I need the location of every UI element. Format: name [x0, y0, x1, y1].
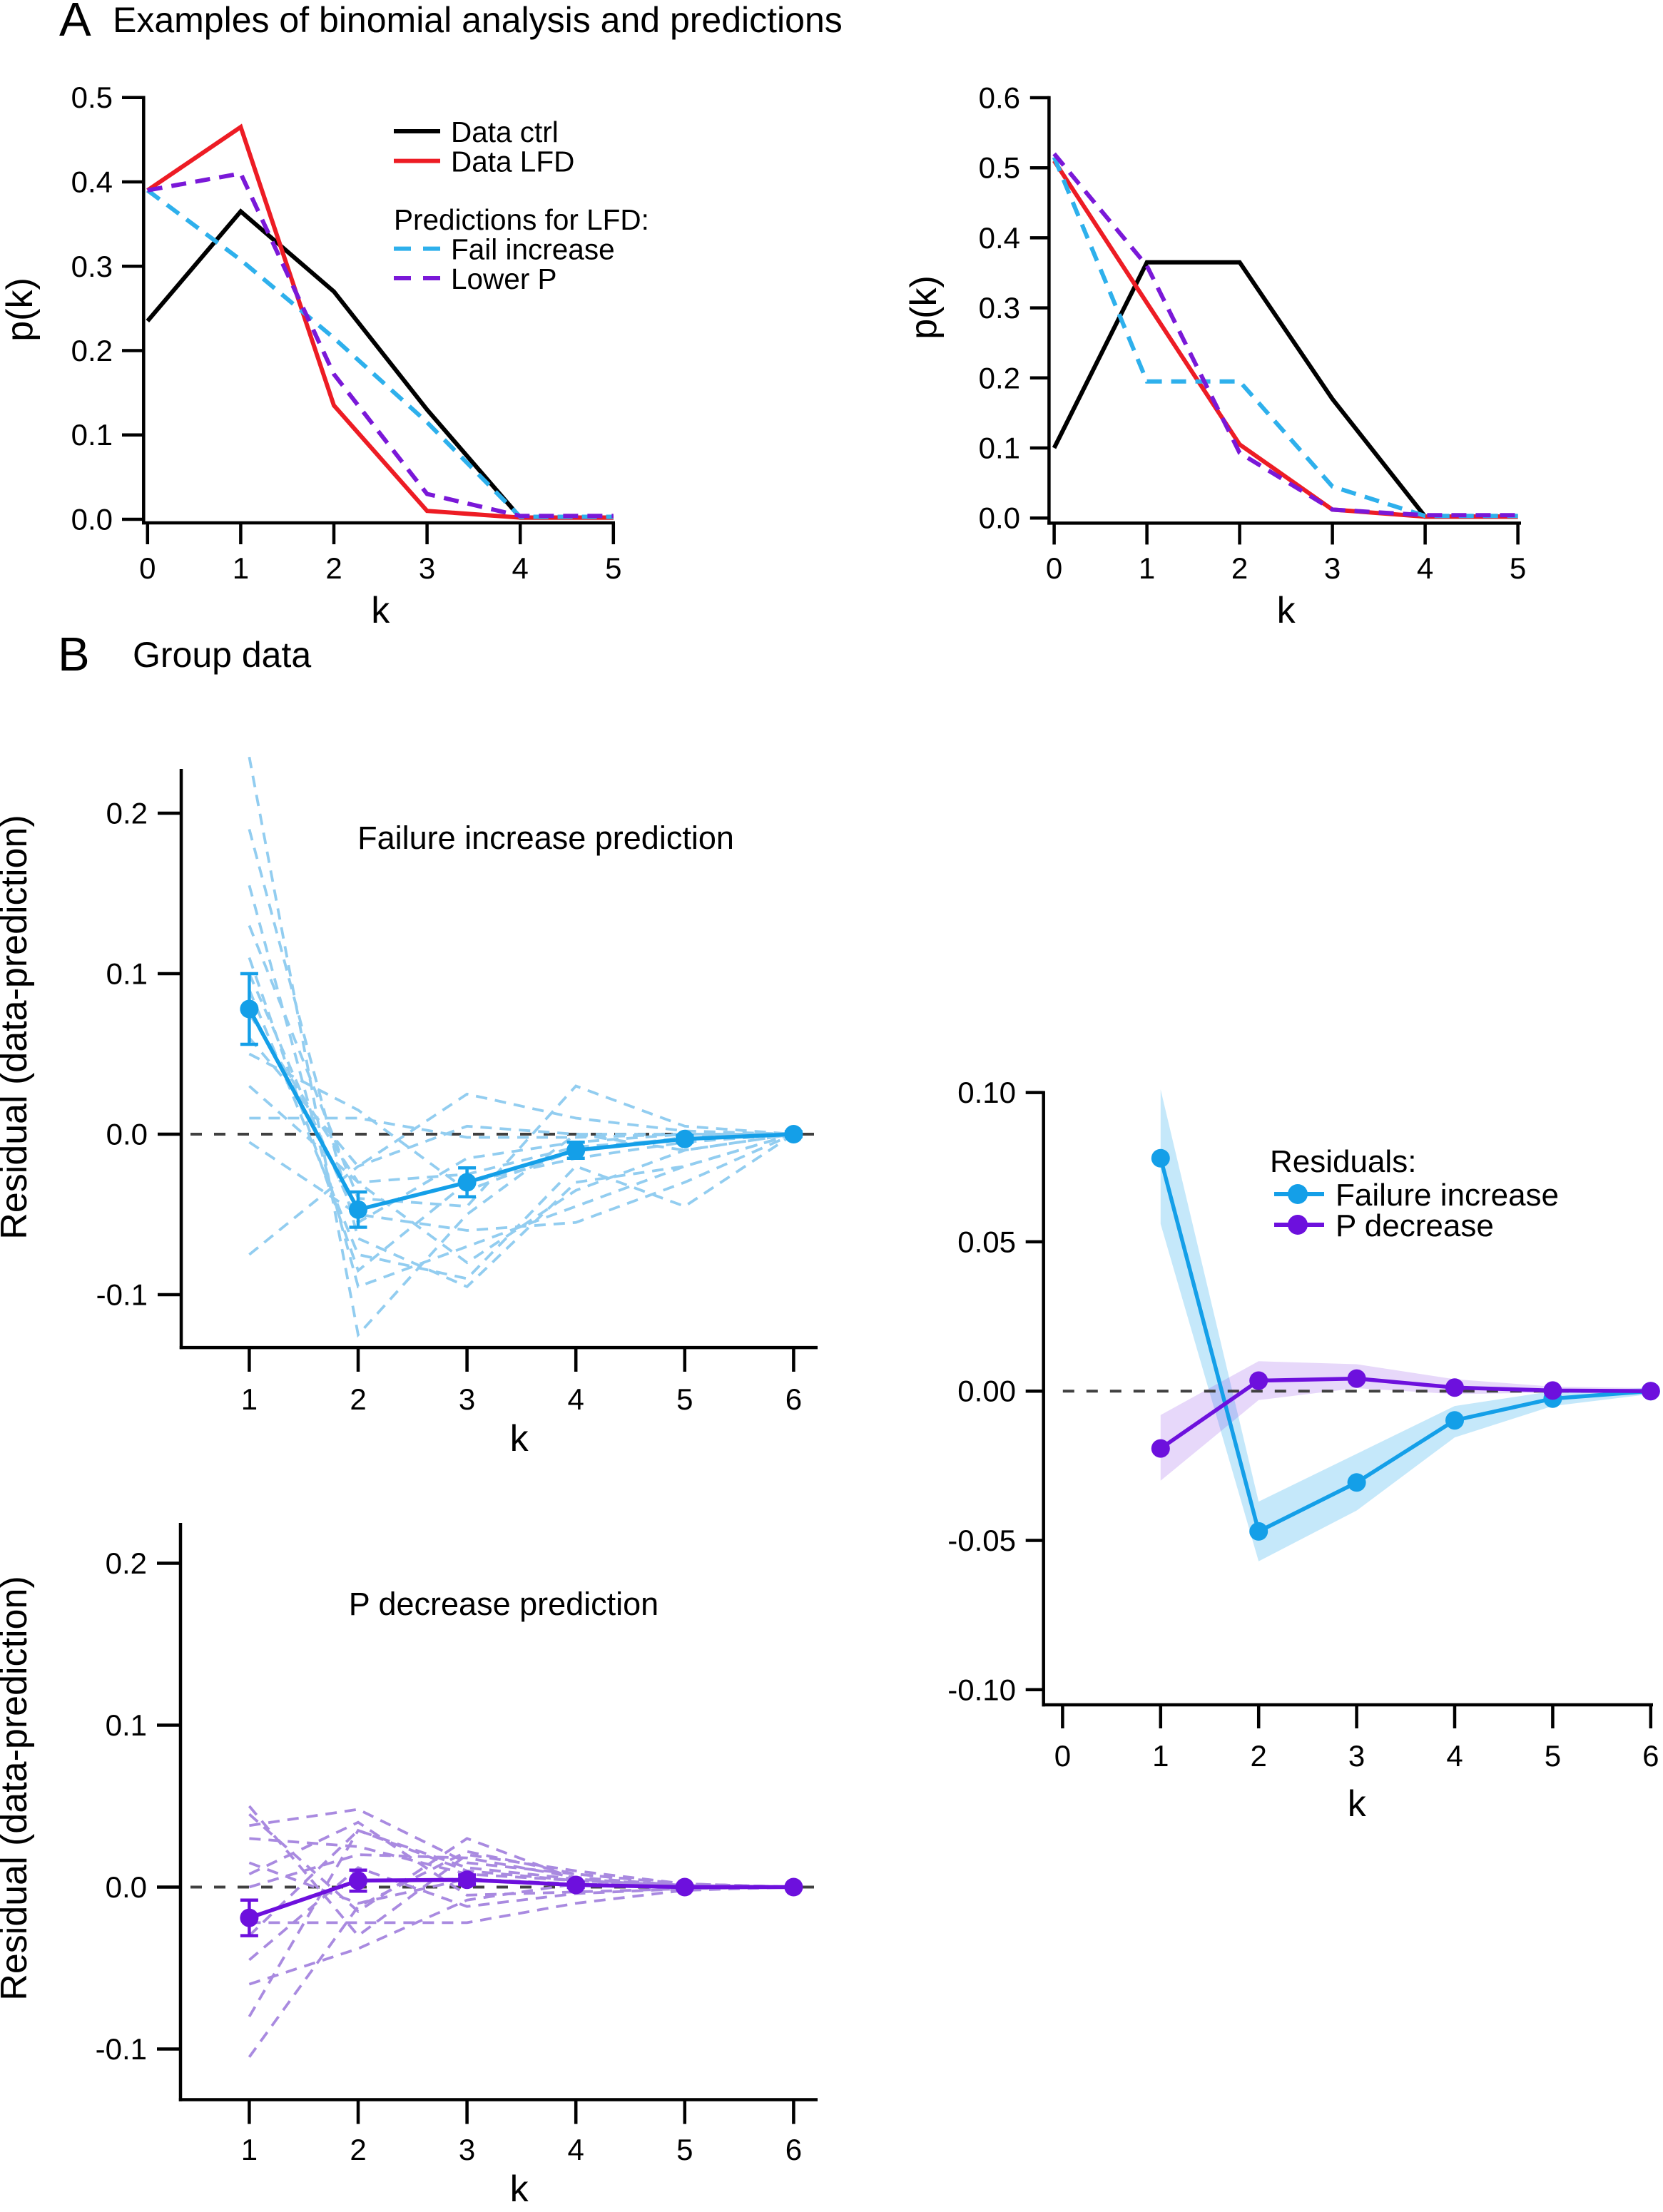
svg-text:5: 5	[605, 551, 621, 585]
svg-text:2: 2	[325, 551, 342, 585]
svg-text:2: 2	[1251, 1739, 1267, 1773]
svg-text:0.6: 0.6	[979, 81, 1020, 115]
svg-text:2: 2	[350, 2133, 366, 2166]
svg-text:0.2: 0.2	[71, 334, 113, 367]
svg-text:k: k	[1348, 1783, 1367, 1825]
svg-text:3: 3	[1348, 1739, 1365, 1773]
svg-text:1: 1	[233, 551, 249, 585]
svg-text:Data LFD: Data LFD	[451, 146, 574, 178]
svg-text:0.0: 0.0	[71, 503, 113, 536]
svg-text:Residuals:: Residuals:	[1270, 1144, 1416, 1179]
svg-text:0.3: 0.3	[979, 291, 1020, 325]
svg-text:4: 4	[568, 2133, 584, 2166]
svg-text:6: 6	[785, 2133, 802, 2166]
svg-text:0.4: 0.4	[979, 221, 1020, 255]
svg-text:0.1: 0.1	[106, 1708, 147, 1742]
svg-text:0.4: 0.4	[71, 165, 113, 199]
svg-text:0.2: 0.2	[106, 1546, 147, 1580]
svg-text:0.05: 0.05	[957, 1225, 1016, 1258]
svg-text:0: 0	[139, 551, 156, 585]
svg-text:0.2: 0.2	[106, 797, 148, 830]
svg-text:k: k	[371, 590, 390, 631]
svg-text:Failure increase prediction: Failure increase prediction	[357, 820, 734, 856]
svg-text:2: 2	[350, 1382, 366, 1416]
svg-text:0.1: 0.1	[71, 418, 113, 452]
svg-text:0.0: 0.0	[106, 1870, 147, 1904]
svg-text:2: 2	[1231, 551, 1248, 585]
svg-text:Failure increase: Failure increase	[1336, 1178, 1559, 1213]
svg-text:0.0: 0.0	[106, 1118, 148, 1151]
svg-text:Data ctrl: Data ctrl	[451, 116, 559, 148]
svg-text:6: 6	[1642, 1739, 1659, 1773]
svg-text:Fail increase: Fail increase	[451, 233, 615, 266]
svg-text:0.10: 0.10	[957, 1076, 1016, 1109]
svg-text:Predictions for LFD:: Predictions for LFD:	[394, 203, 649, 236]
svg-text:B: B	[58, 628, 90, 681]
svg-text:A: A	[59, 0, 91, 46]
svg-text:0.00: 0.00	[957, 1375, 1016, 1408]
svg-text:p(k): p(k)	[903, 275, 945, 340]
svg-text:k: k	[510, 1418, 529, 1459]
svg-text:4: 4	[512, 551, 529, 585]
svg-text:0.5: 0.5	[71, 81, 113, 114]
svg-text:-0.10: -0.10	[947, 1673, 1016, 1706]
svg-text:0.0: 0.0	[979, 501, 1020, 535]
svg-text:0: 0	[1046, 551, 1062, 585]
svg-text:-0.1: -0.1	[96, 1278, 148, 1312]
svg-text:0.1: 0.1	[979, 432, 1020, 465]
svg-text:4: 4	[568, 1382, 584, 1416]
svg-text:k: k	[510, 2168, 529, 2210]
svg-text:Examples of binomial analysis: Examples of binomial analysis and predic…	[113, 0, 843, 40]
svg-text:3: 3	[419, 551, 435, 585]
svg-text:-0.1: -0.1	[96, 2032, 147, 2066]
svg-text:0.2: 0.2	[979, 361, 1020, 394]
svg-text:5: 5	[1545, 1739, 1561, 1773]
svg-text:5: 5	[676, 2133, 693, 2166]
svg-text:4: 4	[1446, 1739, 1463, 1773]
svg-text:3: 3	[459, 1382, 475, 1416]
svg-text:1: 1	[241, 1382, 258, 1416]
svg-text:6: 6	[785, 1382, 802, 1416]
svg-text:0.1: 0.1	[106, 957, 148, 991]
svg-text:0.3: 0.3	[71, 250, 113, 283]
svg-text:P decrease: P decrease	[1336, 1208, 1494, 1243]
svg-text:k: k	[1277, 590, 1296, 631]
svg-text:p(k): p(k)	[0, 277, 41, 342]
svg-text:Residual (data-prediction): Residual (data-prediction)	[0, 1576, 35, 2000]
svg-text:Lower P: Lower P	[451, 263, 557, 295]
svg-text:3: 3	[1324, 551, 1341, 585]
svg-text:Residual (data-prediction): Residual (data-prediction)	[0, 815, 35, 1239]
svg-text:1: 1	[1152, 1739, 1169, 1773]
svg-text:P decrease prediction: P decrease prediction	[349, 1586, 658, 1622]
svg-text:5: 5	[676, 1382, 693, 1416]
svg-text:Group data: Group data	[133, 635, 311, 675]
svg-text:5: 5	[1510, 551, 1526, 585]
svg-text:-0.05: -0.05	[947, 1524, 1016, 1557]
svg-text:0.5: 0.5	[979, 151, 1020, 185]
svg-text:0: 0	[1054, 1739, 1071, 1773]
svg-text:1: 1	[1139, 551, 1155, 585]
svg-text:4: 4	[1417, 551, 1433, 585]
svg-text:1: 1	[241, 2133, 258, 2166]
svg-text:3: 3	[459, 2133, 475, 2166]
